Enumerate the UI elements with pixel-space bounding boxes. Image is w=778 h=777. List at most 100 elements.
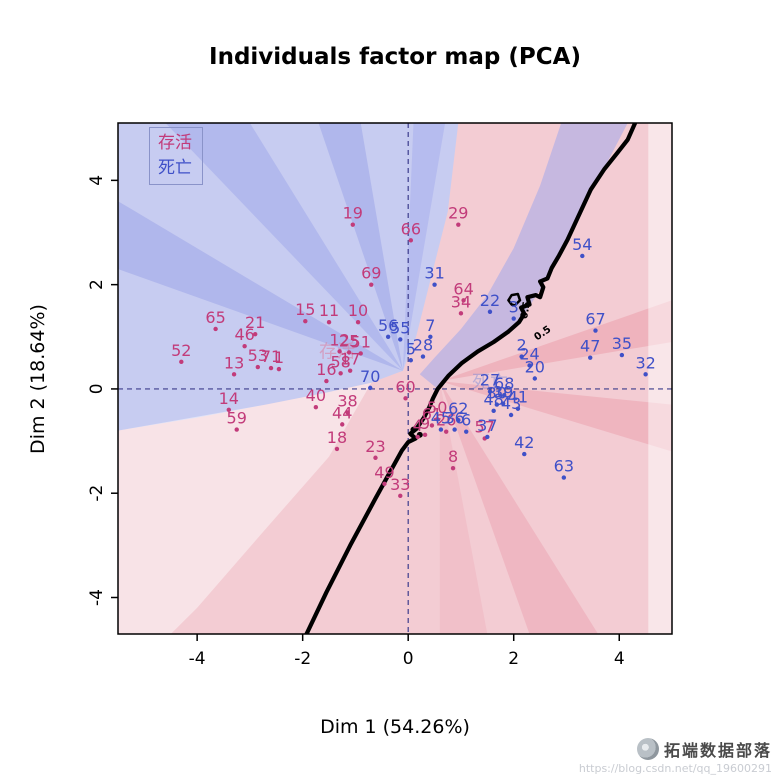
data-point: [532, 376, 538, 381]
region-pink-streak-3: [439, 381, 599, 634]
data-point-label: 30: [487, 384, 507, 403]
data-point: [231, 372, 237, 377]
x-tick-label: 0: [403, 649, 414, 669]
data-point-label: 18: [327, 428, 347, 447]
region-blue-band-boundary: [419, 123, 628, 389]
data-point: [255, 364, 261, 370]
data-point: [268, 365, 274, 371]
data-point: [346, 350, 352, 355]
data-point-label: 31: [424, 264, 444, 283]
legend-item-survive: 存活: [158, 133, 192, 153]
data-point: [588, 355, 593, 360]
data-point: [313, 404, 319, 410]
data-point-label: 22: [480, 291, 500, 310]
data-point: [347, 368, 353, 373]
data-point: [355, 319, 361, 325]
data-point: [450, 465, 456, 471]
data-point-label: 10: [348, 301, 368, 320]
data-point-label: 23: [365, 437, 385, 456]
data-point: [487, 309, 493, 314]
data-point-label: 8: [448, 447, 458, 466]
data-point: [338, 371, 343, 376]
data-point: [438, 427, 444, 432]
data-point: [464, 429, 469, 434]
data-point: [519, 354, 524, 359]
data-point-label: 70: [360, 367, 380, 386]
data-point-label: 35: [612, 334, 632, 353]
data-point-label: 62: [448, 399, 468, 418]
data-point: [511, 316, 516, 321]
data-point-label: 5: [406, 339, 416, 358]
data-point: [487, 389, 493, 394]
data-point-label: 27: [480, 371, 500, 390]
data-point-label: 7: [425, 316, 435, 335]
data-point-label: 15: [295, 300, 315, 319]
data-point: [350, 222, 355, 227]
data-point-label: 45: [431, 409, 451, 428]
data-point: [452, 427, 457, 432]
data-point: [420, 354, 426, 359]
data-point-label: 3: [509, 298, 519, 317]
region-pink-streak-1: [439, 300, 672, 382]
data-point-label: 60: [395, 377, 415, 396]
data-point: [369, 282, 374, 287]
data-point: [515, 406, 521, 411]
data-point: [593, 328, 598, 333]
data-point-label: 49: [374, 463, 394, 482]
data-point: [403, 396, 408, 401]
data-point-label: 38: [337, 391, 357, 410]
data-point-label: 53: [248, 346, 268, 365]
data-point-label: 29: [448, 204, 468, 223]
data-point: [382, 481, 387, 487]
data-point: [340, 422, 345, 427]
chart-title: Individuals factor map (PCA): [209, 44, 581, 70]
data-point: [385, 334, 391, 339]
watermark-brand: 拓端数据部落: [663, 741, 772, 760]
data-point: [522, 451, 527, 457]
data-point-label: 34: [451, 292, 471, 311]
region-pale-right-strip: [648, 123, 672, 634]
region-watermark-label: 死亡: [472, 372, 508, 393]
data-point: [502, 392, 507, 398]
data-point-label: 9: [420, 414, 430, 433]
decision-boundary-dot: [410, 426, 417, 433]
data-point-label: 28: [413, 336, 433, 355]
data-point: [435, 416, 440, 422]
data-point: [324, 378, 329, 384]
data-point: [226, 407, 231, 412]
data-point: [494, 402, 500, 407]
data-point: [461, 298, 466, 303]
region-blue-streak-2: [165, 123, 403, 371]
data-point: [358, 351, 363, 356]
data-point: [527, 363, 532, 368]
data-point: [643, 372, 648, 377]
data-point-label: 65: [205, 308, 225, 327]
data-point: [432, 282, 437, 287]
data-point-label: 25: [339, 331, 359, 350]
data-point-label: 68: [494, 374, 514, 393]
region-pink-streak-4: [439, 381, 488, 634]
data-point: [373, 455, 378, 460]
data-point-label: 14: [219, 389, 239, 408]
data-point: [456, 418, 461, 423]
data-point: [276, 366, 282, 372]
data-point-label: 46: [234, 325, 254, 344]
data-point: [252, 331, 258, 337]
x-tick-label: 2: [508, 649, 519, 669]
data-point-label: 52: [171, 341, 191, 360]
y-tick-label: 2: [87, 279, 107, 290]
data-point-label: 40: [306, 386, 326, 405]
data-point: [408, 238, 414, 243]
data-point-label: 48: [483, 390, 503, 409]
data-point-label: 21: [245, 313, 265, 332]
data-point: [213, 326, 218, 332]
data-point-label: 17: [340, 350, 360, 369]
data-point-label: 20: [525, 358, 545, 377]
plot-border: [117, 122, 673, 635]
data-point: [408, 358, 414, 363]
data-point: [242, 343, 247, 349]
data-point: [485, 434, 490, 440]
contour-level-label: 0.5: [519, 301, 533, 320]
region-pale-lower-left: [118, 382, 372, 634]
